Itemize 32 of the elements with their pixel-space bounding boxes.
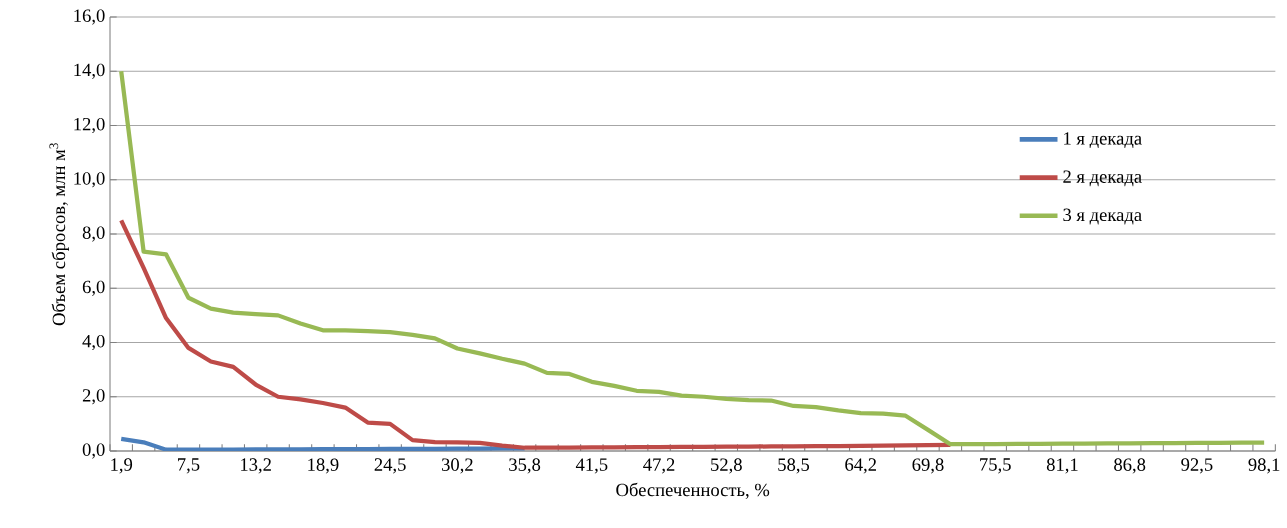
y-tick-label: 14,0 xyxy=(74,63,105,79)
x-tick-label: 64,2 xyxy=(845,458,876,474)
x-tick-label: 52,8 xyxy=(711,458,742,474)
y-tick-label: 6,0 xyxy=(82,280,105,296)
x-tick-label: 92,5 xyxy=(1181,458,1213,474)
x-tick-label: 30,2 xyxy=(441,458,473,474)
x-tick-label: 18,9 xyxy=(308,458,339,474)
x-tick-label: 41,5 xyxy=(575,458,608,474)
legend-label: 2 я декада xyxy=(1063,170,1142,187)
y-tick-label: 16,0 xyxy=(74,9,105,25)
legend-label: 1 я декада xyxy=(1064,132,1142,149)
y-tick-label: 4,0 xyxy=(82,334,105,351)
x-tick-label: 47,2 xyxy=(643,458,675,474)
x-tick-label: 98,1 xyxy=(1248,458,1280,474)
y-tick-label: 12,0 xyxy=(74,117,105,134)
x-tick-label: 24,5 xyxy=(374,458,406,474)
x-tick-label: 13,2 xyxy=(241,458,271,474)
x-tick-label: 86,8 xyxy=(1114,458,1146,474)
y-axis-title: Объем сбросов, млн м$^{3}$ xyxy=(49,143,69,326)
x-tick-label: 75,5 xyxy=(980,458,1011,474)
y-tick-label: 2,0 xyxy=(82,389,105,405)
x-tick-label: 69,8 xyxy=(912,458,944,474)
x-tick-label: 7,5 xyxy=(178,458,200,474)
y-tick-label: 10,0 xyxy=(74,172,105,188)
y-tick-label: 0,0 xyxy=(82,443,105,459)
x-tick-label: 81,1 xyxy=(1046,458,1078,474)
x-tick-label: 1,9 xyxy=(111,458,133,474)
legend-label: 3 я декада xyxy=(1063,208,1142,225)
x-tick-label: 35,8 xyxy=(509,458,541,474)
y-tick-label: 8,0 xyxy=(82,226,105,242)
x-tick-label: 58,5 xyxy=(778,458,810,474)
x-axis-title: Обеспеченность, % xyxy=(616,482,770,499)
